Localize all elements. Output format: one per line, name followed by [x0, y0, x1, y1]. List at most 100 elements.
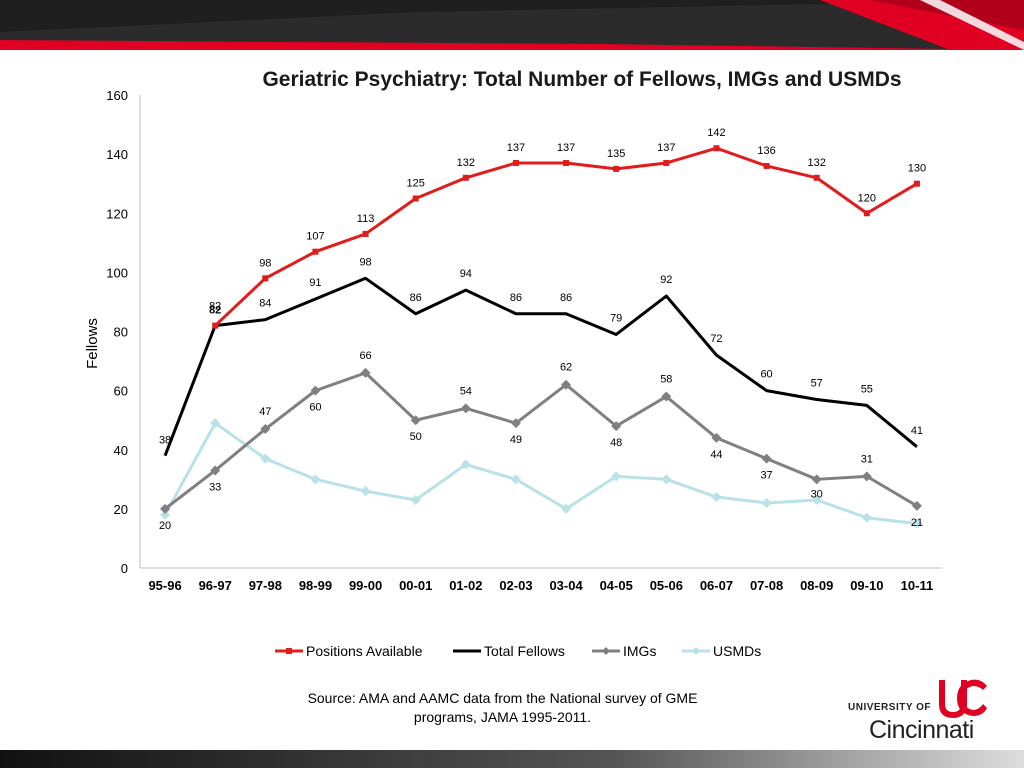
- data-label: 33: [209, 481, 221, 493]
- data-point: [210, 418, 221, 429]
- data-point: [510, 418, 521, 429]
- footer-banner: [0, 750, 1024, 768]
- data-point: [312, 248, 319, 255]
- data-point: [611, 471, 622, 482]
- data-point: [561, 503, 572, 514]
- x-tick-label: 02-03: [499, 578, 532, 593]
- data-label: 20: [159, 520, 171, 532]
- data-label: 82: [209, 305, 221, 317]
- data-label: 98: [259, 257, 271, 269]
- y-tick-label: 60: [114, 384, 128, 399]
- data-point: [861, 512, 872, 523]
- data-point: [711, 492, 722, 503]
- y-tick-label: 80: [114, 325, 128, 340]
- data-point: [661, 474, 672, 485]
- data-label: 38: [159, 435, 171, 447]
- x-tick-label: 03-04: [549, 578, 583, 593]
- y-tick-label: 0: [121, 561, 128, 576]
- data-label: 57: [811, 377, 823, 389]
- data-point: [360, 486, 371, 497]
- data-point: [462, 174, 469, 181]
- data-label: 132: [457, 157, 475, 169]
- data-label: 91: [309, 277, 321, 289]
- data-label: 66: [359, 350, 371, 362]
- y-tick-label: 120: [106, 206, 128, 221]
- x-tick-label: 09-10: [850, 578, 883, 593]
- x-tick-label: 04-05: [600, 578, 633, 593]
- data-point: [561, 379, 572, 390]
- data-label: 132: [808, 157, 826, 169]
- data-label: 55: [861, 383, 873, 395]
- data-point: [761, 497, 772, 508]
- x-tick-label: 96-97: [199, 578, 232, 593]
- legend-marker: [692, 647, 700, 655]
- y-axis-title: Fellows: [84, 318, 101, 369]
- data-point: [713, 145, 720, 152]
- data-label: 86: [410, 292, 422, 304]
- x-tick-label: 08-09: [800, 578, 833, 593]
- data-label: 137: [507, 142, 525, 154]
- data-point: [310, 474, 321, 485]
- data-point: [811, 495, 822, 506]
- x-tick-label: 97-98: [249, 578, 282, 593]
- data-label: 120: [858, 192, 876, 204]
- y-tick-label: 20: [114, 502, 128, 517]
- data-point: [160, 509, 171, 520]
- legend-label: IMGs: [623, 643, 656, 659]
- legend-label: Positions Available: [306, 643, 423, 659]
- data-point: [811, 474, 822, 485]
- data-point: [460, 403, 471, 414]
- series-line-2: [164, 371, 918, 511]
- data-label: 142: [707, 127, 725, 139]
- data-point: [410, 495, 421, 506]
- data-label: 98: [359, 256, 371, 268]
- data-point: [510, 474, 521, 485]
- data-point: [260, 453, 271, 464]
- data-point: [563, 159, 570, 166]
- source-line-1: Source: AMA and AAMC data from the Natio…: [307, 690, 698, 706]
- data-label: 92: [660, 274, 672, 286]
- data-label: 54: [460, 385, 472, 397]
- chart-title: Geriatric Psychiatry: Total Number of Fe…: [262, 68, 902, 91]
- data-point: [460, 459, 471, 470]
- source-note: Source: AMA and AAMC data from the Natio…: [280, 689, 725, 727]
- logo-text-bottom: Cincinnati: [869, 716, 974, 744]
- data-point: [711, 432, 722, 443]
- data-point: [360, 367, 371, 378]
- data-point: [763, 162, 770, 169]
- data-label: 47: [259, 406, 271, 418]
- y-tick-label: 160: [106, 88, 128, 103]
- data-label: 86: [560, 292, 572, 304]
- data-label: 30: [811, 488, 823, 500]
- data-label: 94: [460, 268, 472, 280]
- x-tick-label: 95-96: [148, 578, 181, 593]
- data-label: 84: [259, 298, 271, 310]
- x-tick-label: 10-11: [901, 578, 934, 593]
- data-point: [410, 415, 421, 426]
- data-point: [160, 503, 171, 514]
- data-label: 41: [911, 425, 923, 437]
- data-label: 86: [510, 292, 522, 304]
- data-label: 31: [861, 453, 873, 465]
- legend-marker: [286, 648, 292, 654]
- data-label: 62: [560, 362, 572, 374]
- data-label: 48: [610, 437, 622, 449]
- data-point: [212, 322, 219, 329]
- data-point: [613, 165, 620, 172]
- data-label: 72: [710, 333, 722, 345]
- x-tick-label: 01-02: [449, 578, 482, 593]
- y-tick-label: 40: [114, 443, 128, 458]
- data-point: [813, 174, 820, 181]
- x-tick-label: 05-06: [650, 578, 683, 593]
- x-tick-label: 98-99: [299, 578, 332, 593]
- y-tick-label: 100: [106, 265, 128, 280]
- data-label: 37: [760, 470, 772, 482]
- data-label: 60: [760, 369, 772, 381]
- data-point: [260, 424, 271, 435]
- data-point: [512, 159, 519, 166]
- data-point: [412, 195, 419, 202]
- data-label: 137: [657, 142, 675, 154]
- data-label: 130: [908, 163, 926, 175]
- data-label: 79: [610, 312, 622, 324]
- data-label: 50: [410, 431, 422, 443]
